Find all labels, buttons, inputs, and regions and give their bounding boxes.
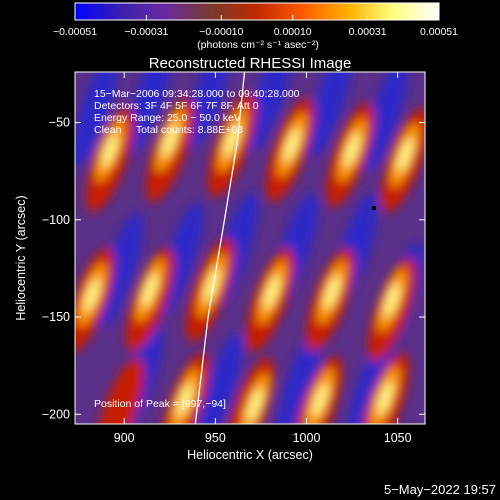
negative-lobe <box>187 72 233 148</box>
peak-lobe <box>204 267 220 303</box>
colorbar <box>75 3 439 20</box>
peak-position-label: Position of Peak = [997,−94] <box>94 398 226 410</box>
plot-frame <box>74 71 426 425</box>
peak-lobe <box>102 132 118 168</box>
negative-lobe <box>247 72 293 153</box>
peak-lobe <box>224 122 240 158</box>
heatmap-emission <box>75 72 425 424</box>
colorbar-tick-label: 0.00031 <box>349 26 387 38</box>
colorbar-frame <box>74 2 440 21</box>
info-line-energy: Energy Range: 25.0 − 50.0 keV <box>94 112 241 124</box>
x-tick-label: 950 <box>205 431 226 445</box>
negative-lobe <box>97 212 143 328</box>
peak-lobe <box>377 380 393 416</box>
negative-lobe <box>277 327 323 424</box>
peak-lobe <box>384 282 400 318</box>
timestamp: 5−May−2022 19:57 <box>384 482 496 497</box>
x-tick-label: 1000 <box>293 431 321 445</box>
peak-lobe <box>397 137 413 173</box>
peak-lobe <box>142 272 158 308</box>
peak-lobe <box>324 274 340 310</box>
x-tick-label: 1050 <box>384 431 412 445</box>
peak-lobe <box>162 122 178 158</box>
colorbar-ticks: −0.00051 −0.00031 −0.00010 0.00010 0.00031 0.… <box>53 15 458 38</box>
peak-lobe <box>177 382 193 418</box>
heatmap-area <box>75 72 425 424</box>
peak-lobe <box>312 382 328 418</box>
y-axis-label: Heliocentric Y (arcsec) <box>14 195 28 320</box>
negative-lobe <box>362 72 408 173</box>
colorbar-tick-label: −0.00031 <box>124 26 168 38</box>
peak-lobe <box>247 387 263 423</box>
negative-lobe <box>127 72 173 153</box>
info-line-detectors: Detectors: 3F 4F 5F 6F 7F 8F, Att 0 <box>94 100 259 112</box>
solar-limb-line <box>194 72 246 424</box>
colorbar-tick-label: −0.00010 <box>199 26 243 38</box>
peak-lobe <box>264 274 280 310</box>
y-tick-label: −200 <box>42 407 70 421</box>
negative-lobe <box>307 72 353 158</box>
negative-lobe <box>197 332 243 424</box>
info-line-time: 15−Mar−2006 09:34:28.000 to 09:40:28.000 <box>94 88 300 100</box>
y-tick-label: −50 <box>49 116 70 130</box>
colorbar-tick-label: −0.00051 <box>53 26 97 38</box>
x-tick-label: 900 <box>114 431 135 445</box>
info-line-clean: Clean Total counts: 8.88E+03 <box>94 124 243 136</box>
peak-marker <box>372 206 377 211</box>
positive-lobe <box>95 358 145 424</box>
peak-lobe <box>344 132 360 168</box>
negative-lobe <box>347 332 393 424</box>
peak-lobe <box>284 127 300 163</box>
peak-lobe <box>84 277 100 313</box>
x-axis-label: Heliocentric X (arcsec) <box>187 448 313 462</box>
chart-title: Reconstructed RHESSI Image <box>149 55 352 72</box>
negative-lobe <box>75 72 118 168</box>
colorbar-unit-label: (photons cm⁻² s⁻¹ asec⁻²) <box>197 39 319 51</box>
colorbar-tick-label: 0.00010 <box>274 26 312 38</box>
y-tick-label: −100 <box>42 213 70 227</box>
y-tick-label: −150 <box>42 310 70 324</box>
axis-ticks: 900 950 1000 1050 −50 −100 −150 −200 <box>42 72 425 445</box>
colorbar-tick-label: 0.00051 <box>420 26 458 38</box>
